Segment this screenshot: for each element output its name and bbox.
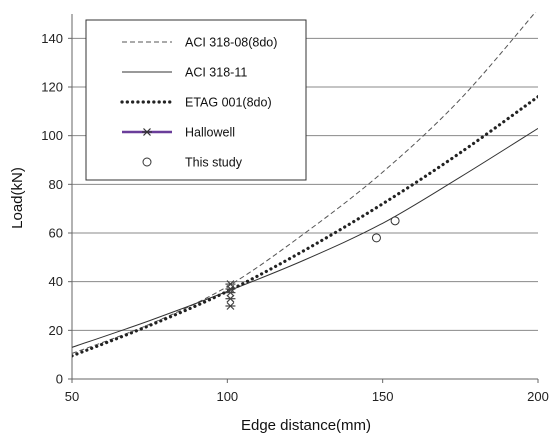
- series-line-aci-318-11: [72, 127, 538, 348]
- legend-marker-hallowell: [142, 128, 152, 136]
- y-tick-label: 80: [49, 177, 63, 192]
- point-hallowell: [225, 302, 236, 310]
- point-hallowell: [225, 294, 236, 303]
- y-tick-label: 20: [49, 323, 63, 338]
- legend-label-aci-318-11: ACI 318-11: [185, 66, 247, 80]
- legend: ACI 318-08(8do) ACI 318-11 ETAG 001(8do) Ha…: [85, 19, 307, 181]
- y-tick-label: 140: [41, 31, 63, 46]
- series-line-etag-001-8do: [72, 95, 538, 358]
- tick-labels: 0 20 40 60 80 100 120 140 50 100 150 200: [41, 31, 549, 404]
- legend-marker-this-study: [142, 157, 152, 167]
- legend-label-this-study: This study: [185, 156, 243, 170]
- y-tick-label: 60: [49, 226, 63, 241]
- point-this-study: [371, 233, 381, 243]
- x-tick-label: 200: [527, 389, 549, 404]
- data-series: [72, 12, 538, 358]
- x-tick-label: 100: [216, 389, 238, 404]
- x-tick-label: 150: [372, 389, 394, 404]
- x-tick-label: 50: [65, 389, 79, 404]
- y-tick-label: 40: [49, 274, 63, 289]
- legend-label-aci-318-08-8do: ACI 318-08(8do): [185, 36, 277, 50]
- legend-box: [85, 19, 307, 181]
- y-tick-label: 120: [41, 80, 63, 95]
- y-tick-label: 0: [56, 372, 63, 387]
- y-tick-label: 100: [41, 128, 63, 143]
- legend-label-hallowell: Hallowell: [185, 126, 235, 140]
- point-this-study: [390, 216, 400, 226]
- legend-label-etag-001-8do: ETAG 001(8do): [185, 96, 272, 110]
- axes: [68, 14, 539, 383]
- point-hallowell: [225, 280, 236, 289]
- x-axis-title: Edge distance(mm): [241, 417, 371, 434]
- y-axis-title: Load(kN): [9, 167, 26, 229]
